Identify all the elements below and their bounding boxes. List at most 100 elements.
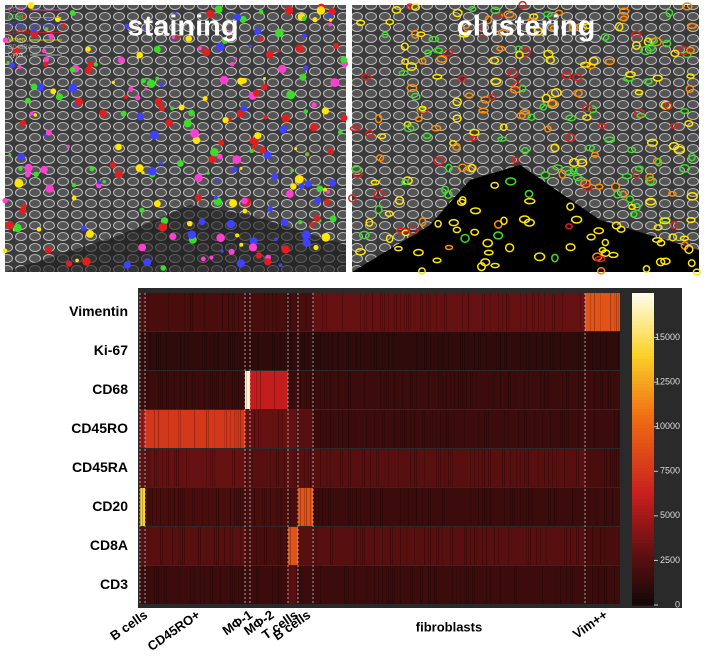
cluster-outline (434, 219, 442, 228)
stain-dot (138, 243, 147, 252)
cluster-outline (405, 62, 417, 72)
texture (564, 527, 565, 565)
texture (300, 566, 301, 604)
texture (402, 410, 403, 448)
texture (260, 371, 261, 409)
texture (482, 488, 483, 526)
texture (566, 410, 567, 448)
texture (408, 488, 409, 526)
cluster-outline (490, 77, 502, 86)
cluster-outline (452, 114, 462, 123)
texture (384, 371, 385, 409)
cluster-outline (518, 84, 527, 93)
texture (214, 527, 215, 565)
stain-dot (194, 194, 202, 202)
cluster-outline (457, 75, 467, 83)
texture (140, 527, 141, 565)
texture (552, 293, 553, 331)
cluster-outline (593, 227, 605, 235)
stain-dot (5, 221, 15, 230)
texture (600, 371, 601, 409)
texture (166, 566, 167, 604)
cluster-outline (448, 218, 459, 227)
cluster-outline (550, 88, 562, 98)
texture (448, 449, 449, 487)
cluster-outline (551, 253, 559, 263)
texture (440, 410, 441, 448)
texture (446, 371, 447, 409)
texture (500, 332, 501, 370)
texture (562, 371, 563, 409)
texture (548, 449, 549, 487)
heatmap-cell (585, 527, 620, 565)
stain-dot (45, 184, 54, 193)
cluster-outline (645, 197, 657, 206)
texture (422, 566, 423, 604)
texture (580, 371, 581, 409)
texture (512, 488, 513, 526)
stain-dot (249, 237, 258, 246)
texture (174, 371, 175, 409)
texture (350, 449, 351, 487)
texture (184, 488, 185, 526)
colorbar-step (632, 592, 654, 597)
cluster-outline (499, 123, 508, 132)
texture (470, 488, 471, 526)
texture (288, 293, 289, 331)
texture (528, 488, 529, 526)
texture (390, 566, 391, 604)
texture (330, 410, 331, 448)
stain-dot (176, 35, 181, 40)
stain-dot (298, 183, 305, 190)
texture (556, 488, 557, 526)
texture (618, 332, 619, 370)
cluster-outline (480, 258, 491, 267)
texture (186, 371, 187, 409)
colorbar-step (632, 417, 654, 422)
texture (594, 410, 595, 448)
colorbar-step (632, 389, 654, 394)
texture (204, 293, 205, 331)
texture (206, 332, 207, 370)
texture (204, 566, 205, 604)
cluster-outline (403, 124, 415, 133)
heatmap-cell (250, 449, 288, 487)
texture (566, 566, 567, 604)
texture (224, 371, 225, 409)
texture (148, 293, 149, 331)
cluster-outline (633, 202, 641, 212)
stain-dot (321, 107, 330, 115)
texture (340, 449, 341, 487)
cluster-outline (665, 8, 674, 18)
cluster-outline (376, 133, 387, 140)
texture (374, 527, 375, 565)
texture (464, 527, 465, 565)
stain-dot (260, 83, 268, 91)
texture (526, 293, 527, 331)
texture (388, 566, 389, 604)
stain-dot (43, 134, 47, 138)
stain-dot (316, 185, 324, 193)
stain-dot (337, 129, 343, 135)
texture (410, 293, 411, 331)
texture (438, 371, 439, 409)
stain-dot (97, 180, 102, 185)
stain-dot (258, 36, 264, 42)
cluster-outline (468, 135, 478, 142)
texture (184, 527, 185, 565)
stain-dot (310, 123, 319, 132)
stain-dot (286, 190, 294, 198)
colorbar-step (632, 361, 654, 366)
texture (382, 332, 383, 370)
row-label: Vimentin (69, 303, 128, 319)
stain-dot (206, 171, 210, 175)
texture (148, 371, 149, 409)
cluster-outline (680, 108, 690, 115)
texture (438, 332, 439, 370)
stain-dot (255, 252, 263, 259)
texture (618, 527, 619, 565)
stain-dot (329, 215, 337, 223)
texture (252, 449, 253, 487)
colorbar-step (632, 352, 654, 356)
stain-dot (176, 159, 184, 167)
